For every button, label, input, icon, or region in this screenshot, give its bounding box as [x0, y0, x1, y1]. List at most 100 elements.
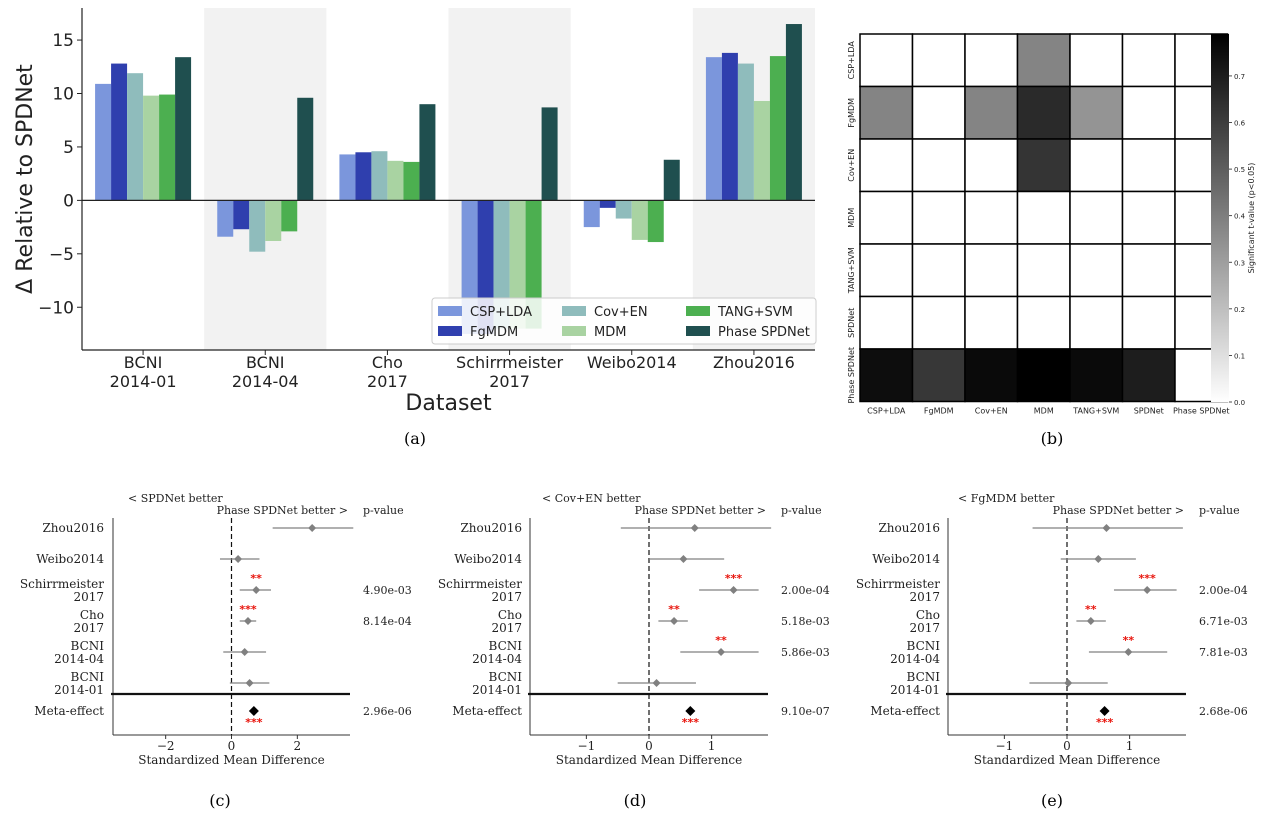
right-better-label: Phase SPDNet better > — [217, 504, 348, 517]
bar-fgmdm — [355, 152, 372, 201]
heatmap-cell — [964, 295, 1019, 350]
legend-swatch — [686, 306, 710, 316]
x-tick-label: Schirrmeister — [456, 353, 563, 372]
legend-label: CSP+LDA — [470, 305, 532, 320]
bar-phase-spdnet — [663, 159, 680, 201]
significance-stars: *** — [725, 572, 743, 585]
effect-diamond — [243, 617, 252, 625]
heatmap-y-label: MDM — [847, 208, 856, 228]
bar-cov-en — [737, 63, 754, 201]
significance-stars: ** — [668, 603, 680, 616]
row-label: 2017 — [491, 621, 522, 635]
heatmap-cell — [964, 138, 1019, 193]
right-better-label: Phase SPDNet better > — [635, 504, 766, 517]
heatmap-x-label: CSP+LDA — [867, 407, 906, 416]
heatmap-cell — [1121, 295, 1176, 350]
significance-stars: ** — [250, 572, 262, 585]
bar-phase-spdnet — [785, 24, 802, 201]
effect-diamond — [245, 679, 254, 687]
heatmap-cell — [1121, 190, 1176, 245]
heatmap-cell — [1121, 85, 1176, 140]
y-tick-label: 5 — [63, 138, 74, 158]
x-tick-label: 2 — [294, 739, 302, 753]
heatmap-y-label: CSP+LDA — [847, 41, 856, 80]
heatmap-cell — [1069, 33, 1124, 88]
significance-stars: *** — [239, 603, 257, 616]
y-tick-label: −10 — [38, 298, 74, 318]
effect-diamond — [670, 617, 679, 625]
meta-diamond — [1099, 706, 1110, 716]
heatmap-cell — [911, 85, 966, 140]
legend-label: Phase SPDNet — [718, 325, 810, 340]
heatmap-cell — [1069, 295, 1124, 350]
row-pvalue: 2.00e-04 — [1199, 584, 1248, 597]
x-tick-label: BCNI — [124, 353, 163, 372]
legend-label: TANG+SVM — [717, 305, 793, 320]
left-better-label: < Cov+EN better — [542, 492, 641, 505]
bar-mdm — [753, 100, 770, 201]
bar-fgmdm — [233, 200, 250, 230]
x-tick-label: Zhou2016 — [713, 353, 795, 372]
meta-stars: *** — [1096, 716, 1114, 729]
heatmap-cell — [1016, 295, 1071, 350]
heatmap-cell — [859, 348, 914, 403]
bar-cov-en — [127, 73, 144, 201]
row-label: BCNI — [907, 670, 941, 684]
bar-csp-lda — [705, 57, 722, 201]
heatmap-cell — [1121, 138, 1176, 193]
x-tick-label: 0 — [645, 739, 653, 753]
heatmap-panel: CSP+LDA CSP+LDA FgMDM FgMDM Cov+EN Cov+EN MDM M… — [847, 33, 1256, 416]
row-label: 2014-01 — [472, 683, 522, 697]
bar-cov-en — [615, 200, 632, 219]
bar-phase-spdnet — [297, 97, 314, 201]
row-label: 2014-04 — [890, 652, 940, 666]
bar-tang-svm — [403, 161, 420, 201]
meta-label: Meta-effect — [870, 704, 940, 718]
heatmap-cell — [1016, 243, 1071, 298]
x-axis-title: Dataset — [405, 391, 492, 416]
heatmap-cell — [1016, 190, 1071, 245]
bar-phase-spdnet — [419, 104, 436, 201]
heatmap-cell — [1016, 85, 1071, 140]
meta-diamond — [685, 706, 696, 716]
legend-swatch — [438, 326, 462, 336]
y-tick-label: 0 — [63, 191, 74, 211]
row-label: Weibo2014 — [454, 552, 522, 566]
legend-label: MDM — [594, 325, 626, 340]
effect-diamond — [679, 555, 688, 563]
caption-e: (e) — [1041, 791, 1063, 810]
row-label: BCNI — [71, 670, 105, 684]
heatmap-cell — [1121, 33, 1176, 88]
y-axis-title: Δ Relative to SPDNet — [13, 64, 38, 294]
bar-tang-svm — [525, 200, 542, 329]
heatmap-cell — [1069, 190, 1124, 245]
bar-cov-en — [371, 151, 388, 201]
meta-pvalue: 2.96e-06 — [363, 705, 412, 718]
left-better-label: < SPDNet better — [128, 492, 223, 505]
caption-c: (c) — [209, 791, 230, 810]
heatmap-cell — [1016, 348, 1071, 403]
heatmap-cell — [859, 138, 914, 193]
row-label: Schirrmeister — [438, 577, 522, 591]
significance-stars: *** — [1139, 572, 1157, 585]
x-tick-label: 0 — [1063, 739, 1071, 753]
caption-a: (a) — [404, 429, 426, 448]
colorbar-tick-label: 0.7 — [1234, 73, 1245, 81]
y-tick-label: 10 — [52, 85, 74, 105]
x-tick-label: 2014-04 — [232, 372, 299, 391]
meta-label: Meta-effect — [34, 704, 104, 718]
heatmap-cell — [859, 243, 914, 298]
bar-csp-lda — [95, 83, 112, 201]
pvalue-header: p-value — [1199, 504, 1240, 517]
row-label: BCNI — [489, 639, 523, 653]
heatmap-cell — [911, 190, 966, 245]
effect-diamond — [652, 679, 661, 687]
effect-diamond — [729, 586, 738, 594]
heatmap-x-label: Cov+EN — [975, 407, 1008, 416]
bar-mdm — [143, 95, 160, 201]
heatmap-cell — [1121, 348, 1176, 403]
heatmap-x-label: TANG+SVM — [1072, 407, 1119, 416]
row-label: Weibo2014 — [36, 552, 104, 566]
